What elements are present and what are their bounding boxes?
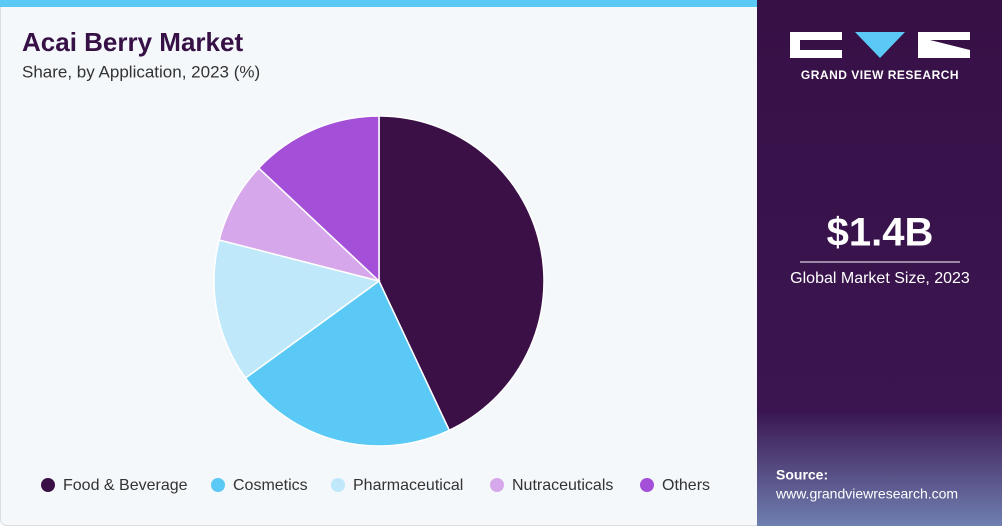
legend: Food & Beverage Cosmetics Pharmaceutical Nu…	[41, 477, 710, 494]
market-size-label: Global Market Size, 2023	[790, 270, 970, 287]
source-label: Source:	[776, 467, 828, 483]
legend-swatch	[331, 478, 345, 492]
legend-swatch	[640, 478, 654, 492]
pie	[213, 115, 545, 447]
market-size: $1.4B	[827, 211, 934, 255]
legend-label: Pharmaceutical	[353, 477, 463, 494]
legend-label: Cosmetics	[233, 477, 308, 494]
chart-title: Acai Berry Market	[22, 27, 243, 57]
side-panel	[757, 0, 1002, 526]
market-size-label-box: Global Market Size, 2023	[790, 270, 970, 287]
source-url: www.grandviewresearch.com	[775, 486, 958, 502]
pie-slice	[257, 115, 380, 283]
legend-swatch	[211, 478, 225, 492]
legend-label: Nutraceuticals	[512, 477, 613, 494]
legend-label: Others	[662, 477, 710, 494]
legend-label: Food & Beverage	[63, 477, 188, 494]
brand: GRAND VIEW RESEARCH	[801, 68, 959, 82]
logo	[790, 32, 970, 58]
chart-subtitle: Share, by Application, 2023 (%)	[22, 62, 260, 81]
top-strip	[0, 0, 757, 7]
legend-swatch	[490, 478, 504, 492]
pie-slice	[213, 239, 381, 380]
pie-slice	[378, 115, 545, 432]
legend-swatch	[41, 478, 55, 492]
pie-slice	[244, 279, 451, 447]
